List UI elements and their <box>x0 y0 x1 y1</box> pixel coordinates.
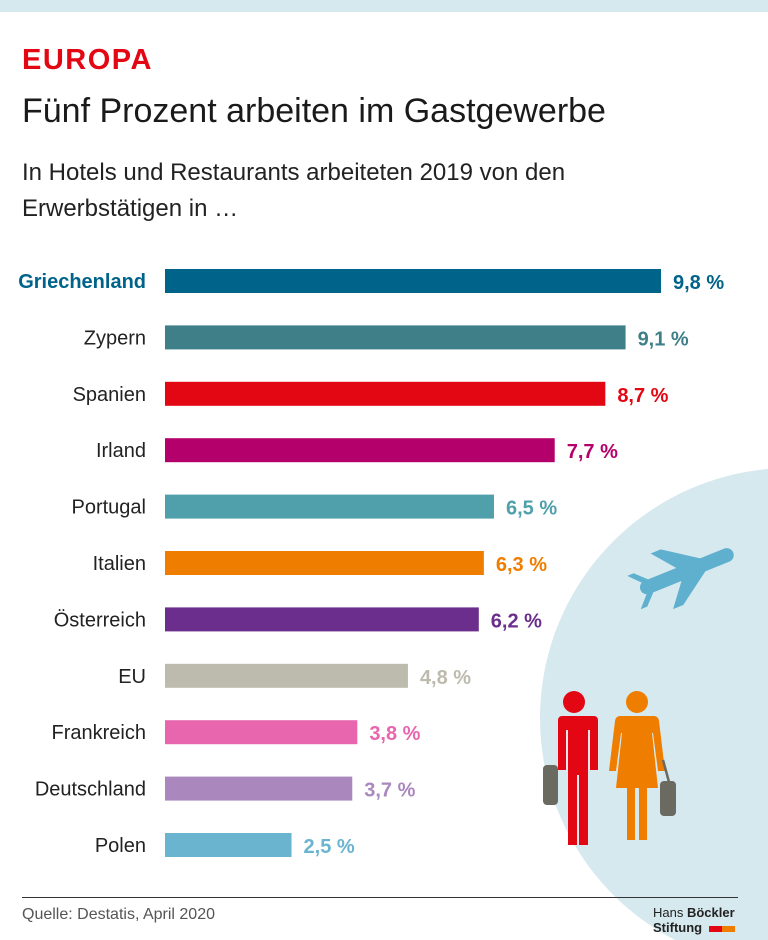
airplane-icon <box>627 548 734 610</box>
kicker: EUROPA <box>22 44 153 76</box>
value-label: 4,8 % <box>420 667 471 689</box>
category-label: Zypern <box>84 327 146 349</box>
traveler-woman-icon <box>609 691 665 840</box>
category-label: Italien <box>93 553 146 575</box>
value-label: 6,2 % <box>491 610 542 632</box>
value-label: 6,5 % <box>506 498 557 520</box>
value-label: 9,8 % <box>673 272 724 294</box>
bar-irland <box>165 438 555 463</box>
bar-griechenland <box>165 269 661 293</box>
traveler-man-icon <box>554 691 598 845</box>
top-band <box>0 0 768 12</box>
category-label: EU <box>118 666 146 688</box>
bar-frankreich <box>165 720 358 745</box>
bar-eu <box>165 663 408 688</box>
value-label: 3,8 % <box>369 723 420 745</box>
suitcase-icon <box>543 765 558 805</box>
category-label: Spanien <box>73 384 146 406</box>
value-label: 3,7 % <box>364 780 415 802</box>
bar-zypern <box>165 325 626 350</box>
category-label: Irland <box>96 440 146 462</box>
source-note: Quelle: Destatis, April 2020 <box>22 906 215 923</box>
category-label: Deutschland <box>35 779 146 801</box>
value-label: 6,3 % <box>496 554 547 576</box>
subtitle: In Hotels und Restaurants arbeiteten 201… <box>22 159 566 222</box>
page-title: Fünf Prozent arbeiten im Gastgewerbe <box>22 92 606 130</box>
logo-text: Hans <box>653 905 687 920</box>
logo-text-bold: Böckler <box>686 905 735 920</box>
bar-österreich <box>165 607 479 632</box>
value-label: 7,7 % <box>567 441 618 463</box>
logo: Hans Böckler Stiftung <box>653 905 735 935</box>
suitcase-icon <box>660 781 676 816</box>
background-circle <box>540 469 768 940</box>
logo-mark-orange <box>721 925 735 932</box>
category-label: Portugal <box>72 497 147 519</box>
footer-divider <box>22 897 738 898</box>
value-label: 9,1 % <box>638 328 689 350</box>
value-label: 2,5 % <box>304 836 355 858</box>
bar-portugal <box>165 494 494 519</box>
value-label: 8,7 % <box>617 385 668 407</box>
suitcase-handle <box>661 759 671 783</box>
logo-text-bold: Stiftung <box>653 920 703 935</box>
bar-deutschland <box>165 776 353 801</box>
bar-spanien <box>165 381 606 406</box>
bar-italien <box>165 551 484 575</box>
category-label: Österreich <box>54 609 146 631</box>
category-label: Frankreich <box>52 722 146 744</box>
bar-polen <box>165 833 292 857</box>
category-label: Griechenland <box>18 271 146 293</box>
logo-mark-red <box>708 925 722 932</box>
category-label: Polen <box>95 835 146 857</box>
